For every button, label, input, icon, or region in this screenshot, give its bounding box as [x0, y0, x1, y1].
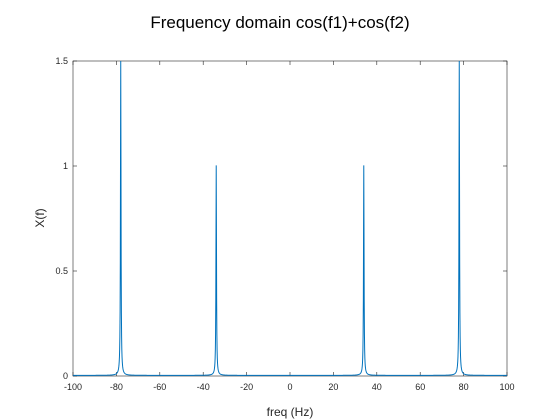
x-tick-label: 0 [287, 382, 292, 392]
y-tick-label: 0 [63, 371, 68, 381]
y-tick-label: 0.5 [55, 266, 68, 276]
x-tick-label: 60 [415, 382, 425, 392]
axes-box [72, 60, 508, 377]
x-tick-label: -60 [153, 382, 166, 392]
x-tick-label: -100 [64, 382, 82, 392]
y-tick-label: 1.5 [55, 56, 68, 66]
x-tick-label: 100 [499, 382, 514, 392]
series-line-spectrum [73, 61, 507, 376]
y-tick-label: 1 [63, 161, 68, 171]
x-tick-label: -20 [240, 382, 253, 392]
x-tick-label: 40 [372, 382, 382, 392]
plot-area: -100 -80 -60 -40 -20 0 20 40 60 80 100 0 0.5 1 1.5 [55, 56, 514, 392]
y-axis-ticks: 0 0.5 1 1.5 [55, 56, 507, 381]
chart-title: Frequency domain cos(f1)+cos(f2) [150, 13, 409, 32]
x-axis-label: freq (Hz) [267, 405, 314, 419]
x-tick-label: 20 [328, 382, 338, 392]
x-tick-label: -40 [197, 382, 210, 392]
y-axis-label: X(f) [33, 208, 47, 227]
x-tick-label: -80 [110, 382, 123, 392]
x-tick-label: 80 [459, 382, 469, 392]
